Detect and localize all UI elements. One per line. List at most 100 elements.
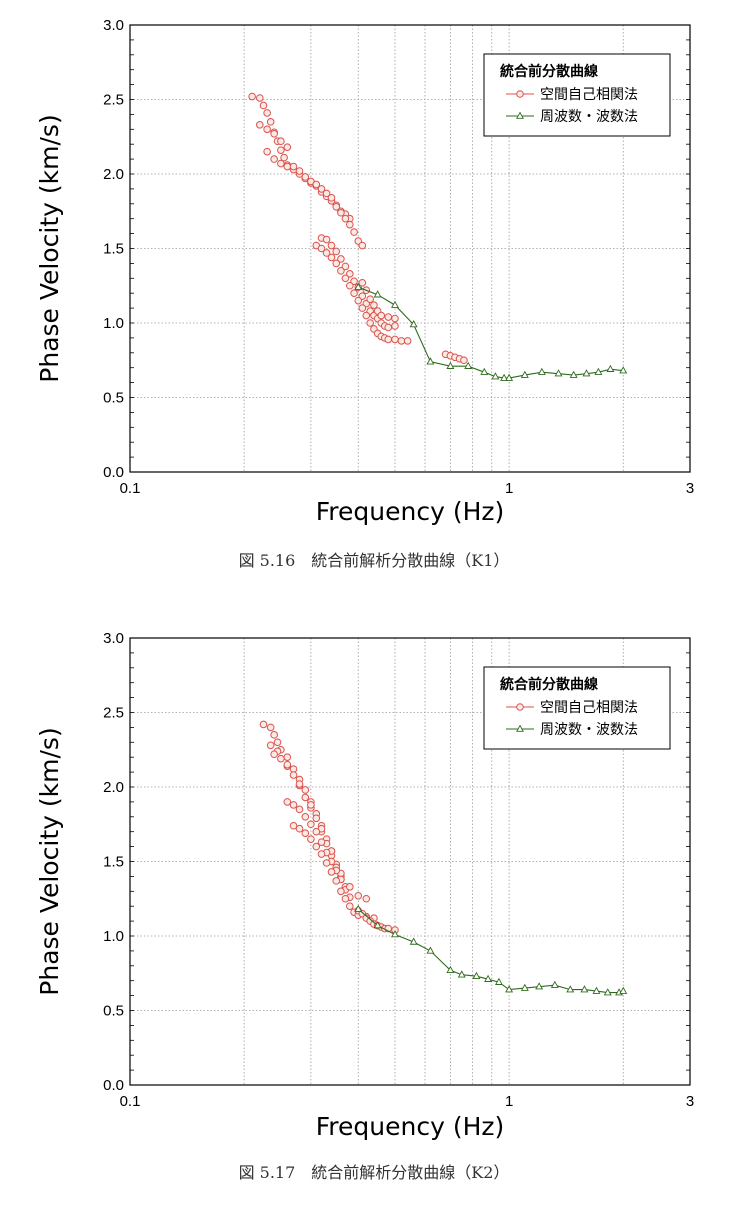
- data-point: [446, 965, 455, 974]
- y-tick-label: 2.5: [103, 705, 124, 722]
- data-point: [366, 295, 374, 303]
- legend-title: 統合前分散曲線: [500, 676, 598, 693]
- data-point: [409, 320, 418, 328]
- data-point: [312, 180, 321, 189]
- data-point: [554, 369, 563, 377]
- data-point: [327, 241, 336, 250]
- y-tick-label: 1.0: [103, 315, 124, 332]
- data-point: [346, 270, 354, 278]
- data-point: [337, 255, 345, 263]
- data-point: [301, 173, 310, 181]
- y-axis-title: Phase Velocity (km/s): [35, 114, 64, 382]
- data-point: [283, 760, 292, 769]
- data-point: [566, 985, 575, 993]
- legend-marker: [516, 111, 524, 119]
- legend-marker: [516, 703, 524, 711]
- data-point: [312, 827, 321, 836]
- data-point: [322, 249, 331, 257]
- data-point: [327, 253, 336, 262]
- plot-frame: [129, 637, 691, 1086]
- data-point: [295, 167, 304, 175]
- data-point: [327, 868, 336, 876]
- data-point: [346, 220, 354, 229]
- data-point: [289, 162, 298, 171]
- data-point: [384, 335, 393, 344]
- data-point: [266, 741, 275, 750]
- chart-k2: 0.0 0.5 1.0 1.5 2.0 2.5 3.0 0.1 1 3 Frequency (Hz)…: [35, 630, 694, 1182]
- data-point: [248, 92, 256, 101]
- data-point: [592, 986, 601, 994]
- data-point: [391, 314, 399, 323]
- data-point: [403, 337, 412, 345]
- data-point: [569, 370, 578, 378]
- chart-k1: 0.0 0.5 1.0 1.5 2.0 2.5 3.0 0.1 1 3 Frequency (Hz)…: [35, 17, 694, 570]
- data-point: [580, 985, 589, 993]
- data-point: [283, 143, 292, 151]
- data-point: [354, 282, 363, 290]
- data-point: [301, 793, 310, 802]
- y-tick-label: 1.5: [103, 241, 124, 258]
- data-point: [270, 155, 278, 163]
- data-point: [520, 983, 529, 991]
- figure-caption: 図 5.16 統合前解析分散曲線（K1）: [239, 551, 510, 570]
- data-point: [270, 731, 278, 739]
- data-point: [301, 813, 310, 821]
- data-point: [317, 244, 326, 253]
- data-point: [273, 738, 282, 747]
- data-point: [270, 750, 278, 759]
- data-point: [484, 974, 493, 982]
- data-point: [307, 835, 315, 843]
- data-point: [256, 94, 264, 102]
- data-point: [337, 267, 345, 275]
- data-point: [391, 930, 399, 938]
- data-point: [391, 335, 399, 344]
- series-line: [358, 286, 624, 379]
- data-point: [505, 373, 514, 381]
- legend-marker: [516, 90, 524, 98]
- data-point: [582, 369, 591, 377]
- legend-box: [483, 666, 671, 750]
- legend-title: 統合前分散曲線: [500, 63, 598, 80]
- data-point: [283, 162, 292, 171]
- data-point: [350, 228, 358, 236]
- data-point: [327, 194, 336, 202]
- plot-frame: [129, 24, 691, 473]
- x-axis-title: Frequency (Hz): [316, 497, 505, 526]
- data-point: [472, 971, 481, 979]
- y-tick-label: 0.5: [103, 1003, 124, 1020]
- data-point: [317, 850, 326, 858]
- data-point: [362, 311, 371, 320]
- y-tick-label: 1.0: [103, 928, 124, 945]
- data-point: [397, 337, 406, 345]
- data-point: [391, 322, 399, 330]
- data-point: [307, 820, 315, 829]
- data-point: [354, 296, 363, 305]
- data-point: [426, 946, 435, 954]
- data-point: [295, 780, 304, 788]
- legend-marker: [516, 724, 524, 732]
- y-tick-label: 2.5: [103, 92, 124, 109]
- data-point: [283, 798, 292, 806]
- data-point: [460, 356, 468, 365]
- x-tick-label: 3: [686, 1093, 694, 1110]
- data-point: [350, 289, 358, 298]
- data-point: [317, 838, 326, 846]
- data-point: [350, 277, 358, 286]
- y-tick-label: 3.0: [103, 630, 124, 647]
- data-point: [332, 259, 341, 268]
- data-point: [409, 937, 418, 945]
- data-point: [322, 189, 331, 198]
- data-point: [491, 372, 500, 380]
- data-point: [426, 357, 435, 365]
- series-fk: [354, 282, 628, 381]
- data-point: [256, 121, 264, 129]
- data-point: [332, 877, 341, 885]
- data-point: [480, 367, 489, 375]
- data-point: [259, 101, 268, 110]
- legend-label: 空間自己相関法: [540, 700, 638, 716]
- data-point: [603, 988, 612, 996]
- data-point: [520, 370, 529, 378]
- data-point: [362, 894, 371, 903]
- x-tick-label: 0.1: [120, 1093, 141, 1110]
